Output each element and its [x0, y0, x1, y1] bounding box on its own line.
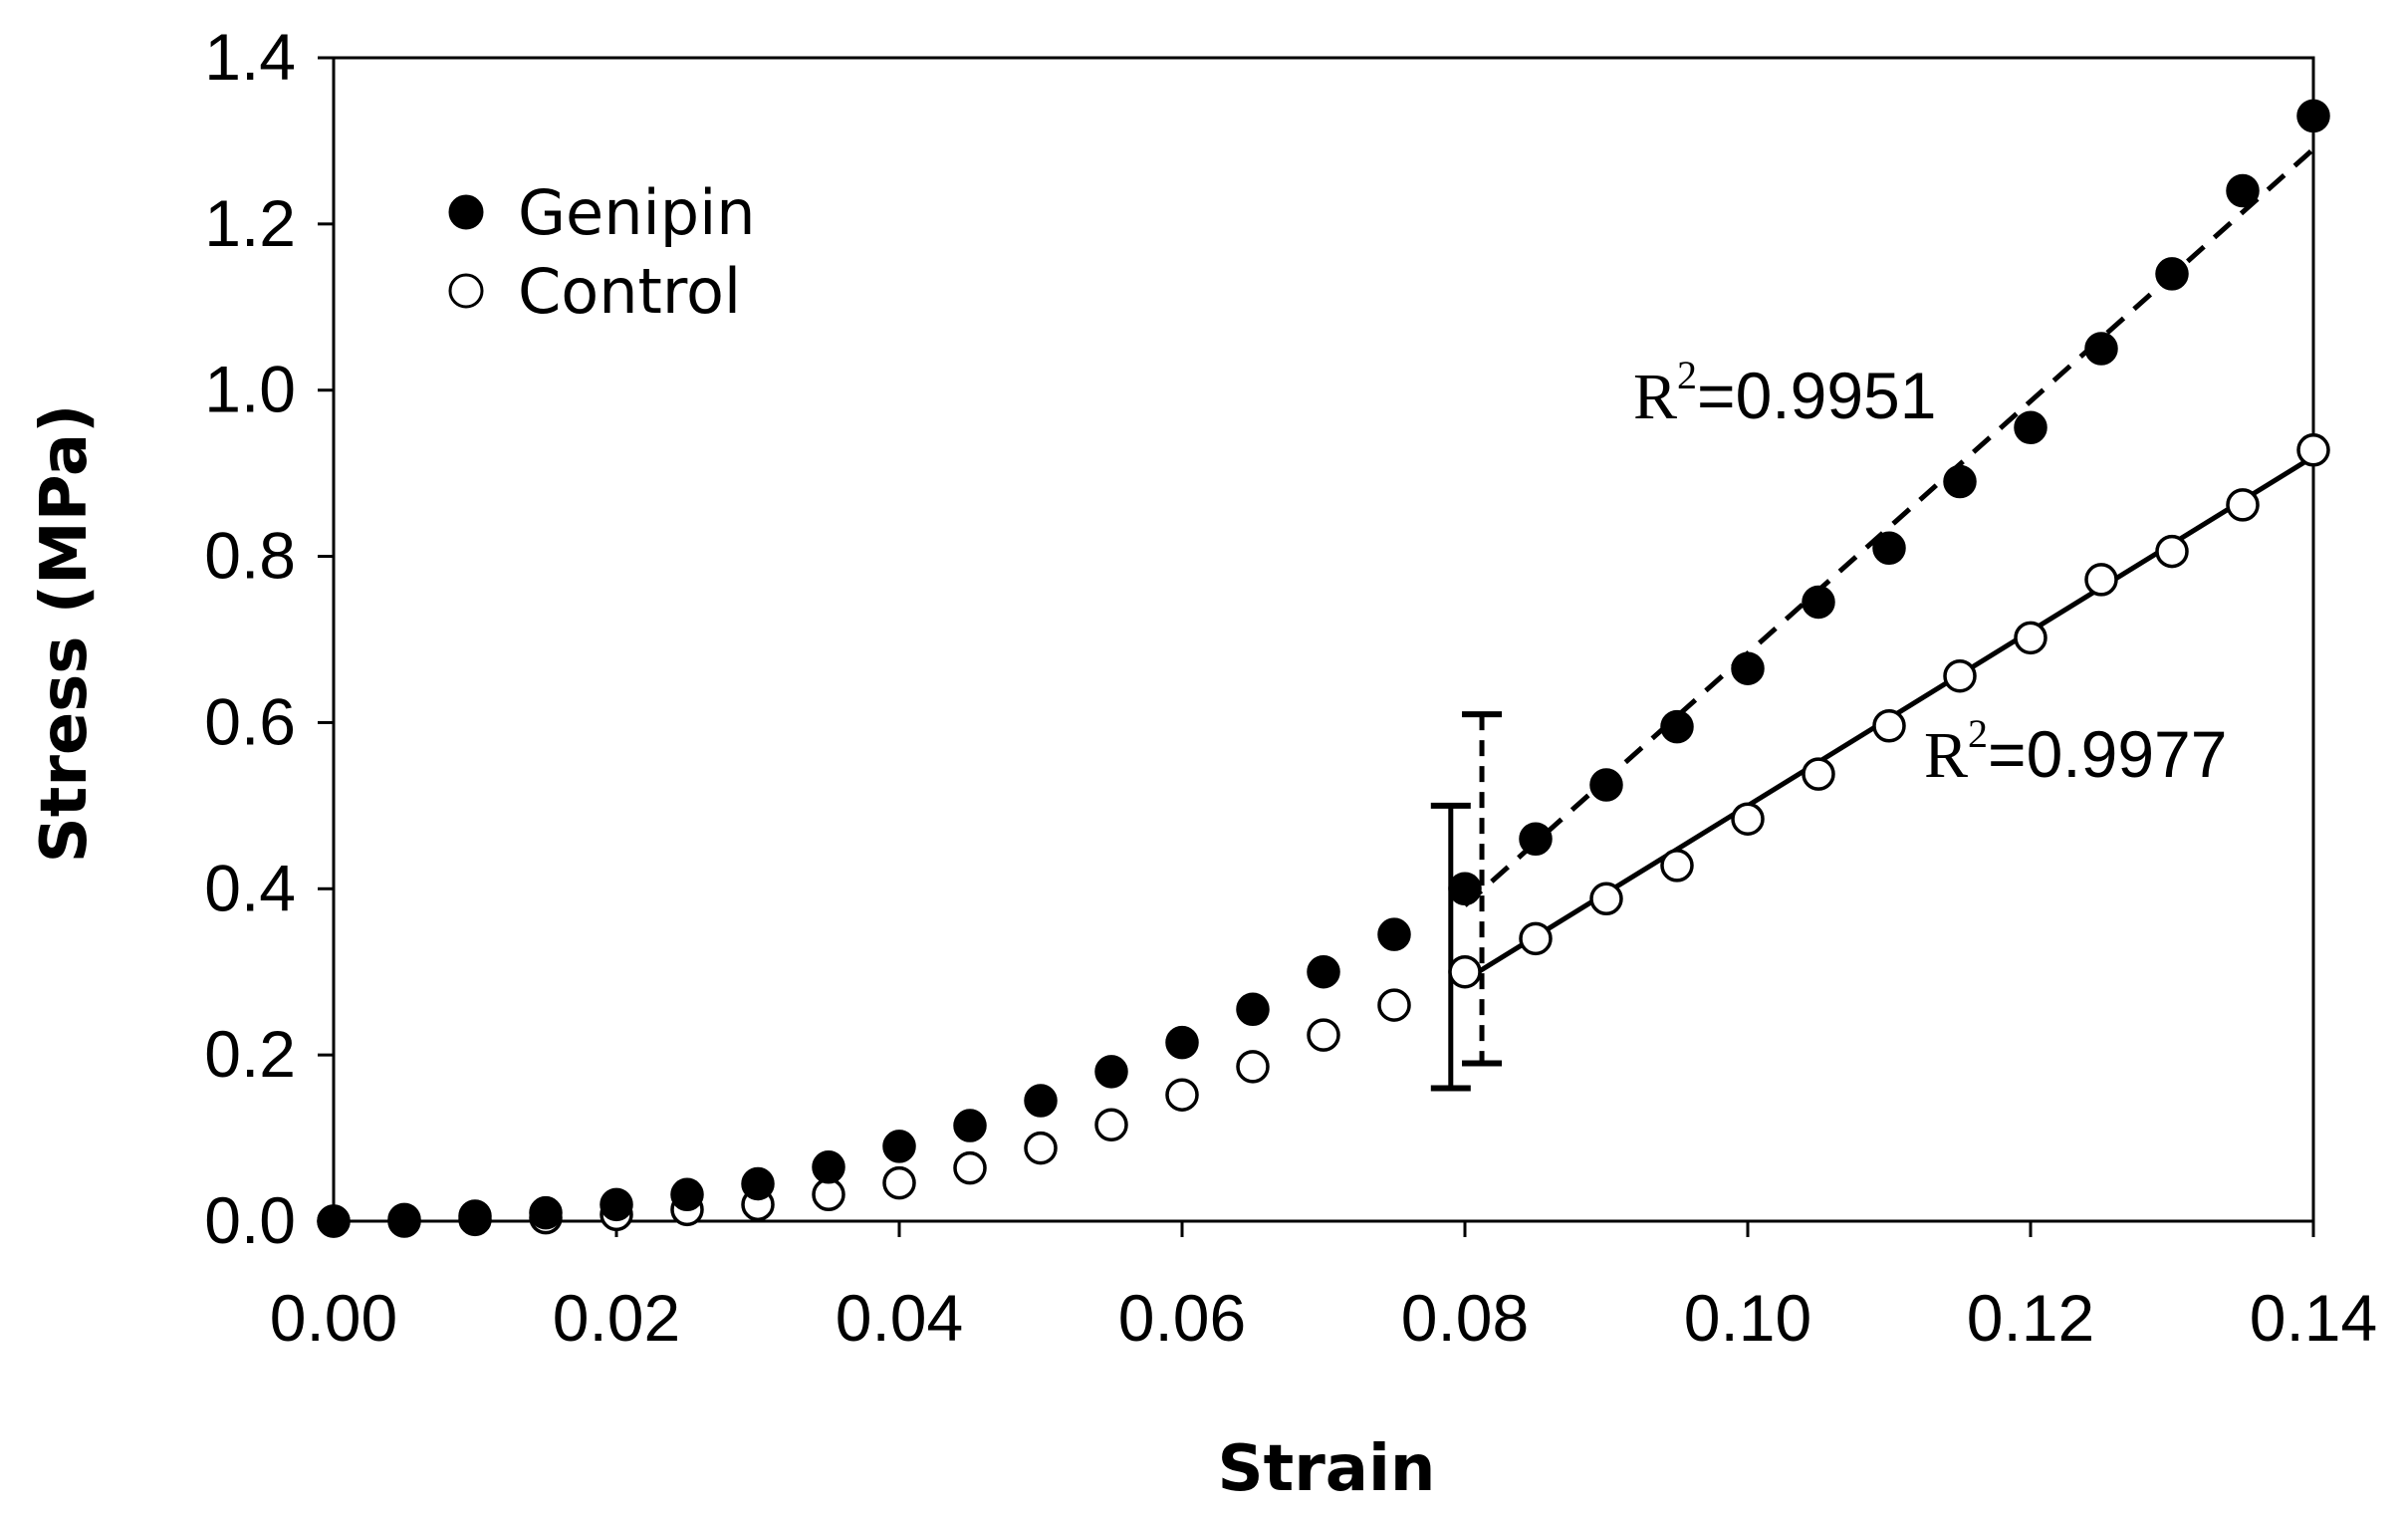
y-tick-label: 0.6	[204, 684, 296, 758]
point-genipin	[2155, 257, 2189, 291]
point-control	[1236, 1050, 1270, 1084]
x-tick-label: 0.04	[836, 1281, 963, 1355]
point-genipin	[1094, 1055, 1128, 1089]
data-points	[317, 99, 2330, 1238]
r2-annotation-genipin: R2=0.9951	[1633, 353, 1936, 433]
point-genipin	[1731, 651, 1765, 685]
point-control	[953, 1150, 987, 1185]
axes: 0.00 0.02 0.04 0.06 0.08 0.10 0.12 0.14 0.0 0.2 0.…	[204, 20, 2377, 1355]
point-genipin	[2296, 99, 2330, 133]
x-tick-label: 0.14	[2250, 1281, 2377, 1355]
x-axis-title: Strain	[1218, 1432, 1436, 1506]
point-control	[2014, 621, 2047, 655]
point-control	[2155, 534, 2189, 569]
point-genipin	[458, 1199, 492, 1233]
point-control	[1872, 709, 1906, 743]
point-control	[1094, 1108, 1128, 1141]
y-tick-label: 0.2	[204, 1017, 296, 1091]
point-control	[1731, 802, 1765, 836]
plot-frame	[332, 56, 2315, 1223]
x-tick-label: 0.10	[1684, 1281, 1811, 1355]
y-tick-label: 1.0	[204, 353, 296, 426]
point-genipin	[600, 1187, 633, 1222]
legend: Genipin Control	[448, 176, 756, 328]
y-tick-label: 1.2	[204, 186, 296, 260]
point-genipin	[1589, 768, 1623, 802]
point-genipin	[741, 1166, 775, 1201]
point-genipin	[1448, 872, 1482, 906]
point-genipin	[1307, 954, 1340, 989]
point-control	[1589, 882, 1623, 916]
y-axis-title: Stress (MPa)	[28, 404, 102, 864]
point-control	[1448, 954, 1482, 989]
x-tick-label: 0.12	[1967, 1281, 2094, 1355]
point-genipin	[1377, 917, 1411, 951]
legend-label-control: Control	[518, 255, 741, 328]
y-tick-label: 1.4	[204, 20, 296, 94]
y-tick-label: 0.8	[204, 519, 296, 593]
x-tick-label: 0.06	[1118, 1281, 1246, 1355]
point-genipin	[1519, 822, 1553, 856]
legend-marker-control	[448, 273, 484, 309]
point-genipin	[1236, 992, 1270, 1027]
point-genipin	[317, 1204, 351, 1238]
point-control	[1165, 1078, 1199, 1112]
point-control	[2084, 563, 2118, 597]
point-genipin	[2226, 173, 2260, 208]
point-genipin	[812, 1150, 845, 1184]
point-genipin	[529, 1195, 563, 1230]
point-control	[1377, 988, 1411, 1022]
point-genipin	[882, 1130, 916, 1163]
point-control	[1660, 849, 1694, 883]
point-control	[1802, 757, 1835, 791]
y-tick-label: 0.0	[204, 1183, 296, 1257]
point-genipin	[1024, 1084, 1058, 1118]
x-tick-label: 0.00	[270, 1281, 397, 1355]
legend-marker-genipin	[448, 194, 484, 230]
point-genipin	[953, 1109, 987, 1142]
point-genipin	[2084, 332, 2118, 366]
point-genipin	[670, 1177, 704, 1212]
x-tick-label: 0.08	[1401, 1281, 1529, 1355]
point-control	[2226, 488, 2260, 522]
point-genipin	[1165, 1025, 1199, 1060]
error-bars	[1430, 711, 1503, 1092]
point-genipin	[1872, 531, 1906, 565]
point-control	[1943, 658, 1977, 693]
y-tick-label: 0.4	[204, 851, 296, 924]
point-control	[882, 1165, 916, 1200]
point-control	[1519, 921, 1553, 956]
point-control	[1307, 1018, 1340, 1052]
point-genipin	[1802, 585, 1835, 620]
point-control	[812, 1177, 845, 1212]
point-genipin	[2014, 410, 2047, 445]
point-genipin	[387, 1202, 421, 1237]
r2-annotation-control: R2=0.9977	[1924, 711, 2227, 792]
legend-label-genipin: Genipin	[518, 176, 756, 249]
point-genipin	[1943, 464, 1977, 499]
x-tick-label: 0.02	[553, 1281, 680, 1355]
point-control	[1024, 1131, 1058, 1165]
point-control	[2296, 433, 2330, 467]
point-genipin	[1660, 709, 1694, 744]
